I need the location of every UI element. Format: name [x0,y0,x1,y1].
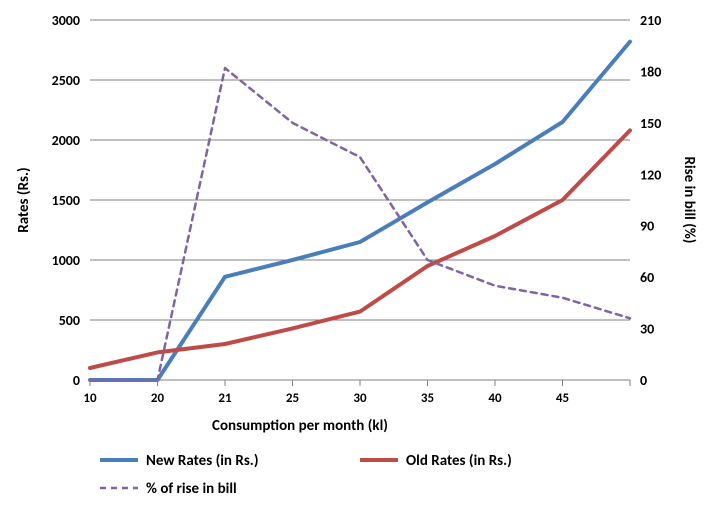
legend-label: % of rise in bill [146,480,237,498]
x-tick-label: 25 [286,391,299,406]
y-right-tick-label: 60 [640,269,654,286]
y-left-tick-label: 0 [73,372,80,389]
y-right-tick-label: 0 [640,372,647,389]
y-right-tick-label: 150 [640,115,661,132]
chart-container: 1020212530354045050010001500200025003000… [0,0,714,515]
y-right-title: Rise in bill (%) [680,157,698,244]
series-line-1 [90,130,630,368]
y-right-tick-label: 120 [640,166,661,183]
y-right-tick-label: 210 [640,12,661,29]
x-tick-label: 10 [83,391,97,406]
y-right-tick-label: 180 [640,63,661,80]
x-tick-label: 40 [488,391,502,406]
y-left-title: Rates (Rs.) [15,167,33,232]
x-tick-label: 35 [421,391,434,406]
y-left-tick-label: 1500 [52,192,80,209]
x-tick-label: 20 [151,391,165,406]
legend-label: New Rates (in Rs.) [146,452,259,470]
x-tick-label: 30 [353,391,367,406]
y-left-tick-label: 2000 [52,132,80,149]
x-tick-label: 21 [218,391,232,406]
series-line-2 [90,68,630,380]
series-line-0 [90,42,630,380]
y-right-tick-label: 90 [640,218,654,235]
chart-svg: 1020212530354045050010001500200025003000… [0,0,714,515]
y-left-tick-label: 3000 [52,12,80,29]
y-left-tick-label: 500 [59,312,80,329]
y-right-tick-label: 30 [640,321,654,338]
x-title: Consumption per month (kl) [212,417,388,435]
x-tick-label: 45 [556,391,569,406]
y-left-tick-label: 1000 [52,252,80,269]
legend-label: Old Rates (in Rs.) [406,452,512,470]
y-left-tick-label: 2500 [52,72,80,89]
